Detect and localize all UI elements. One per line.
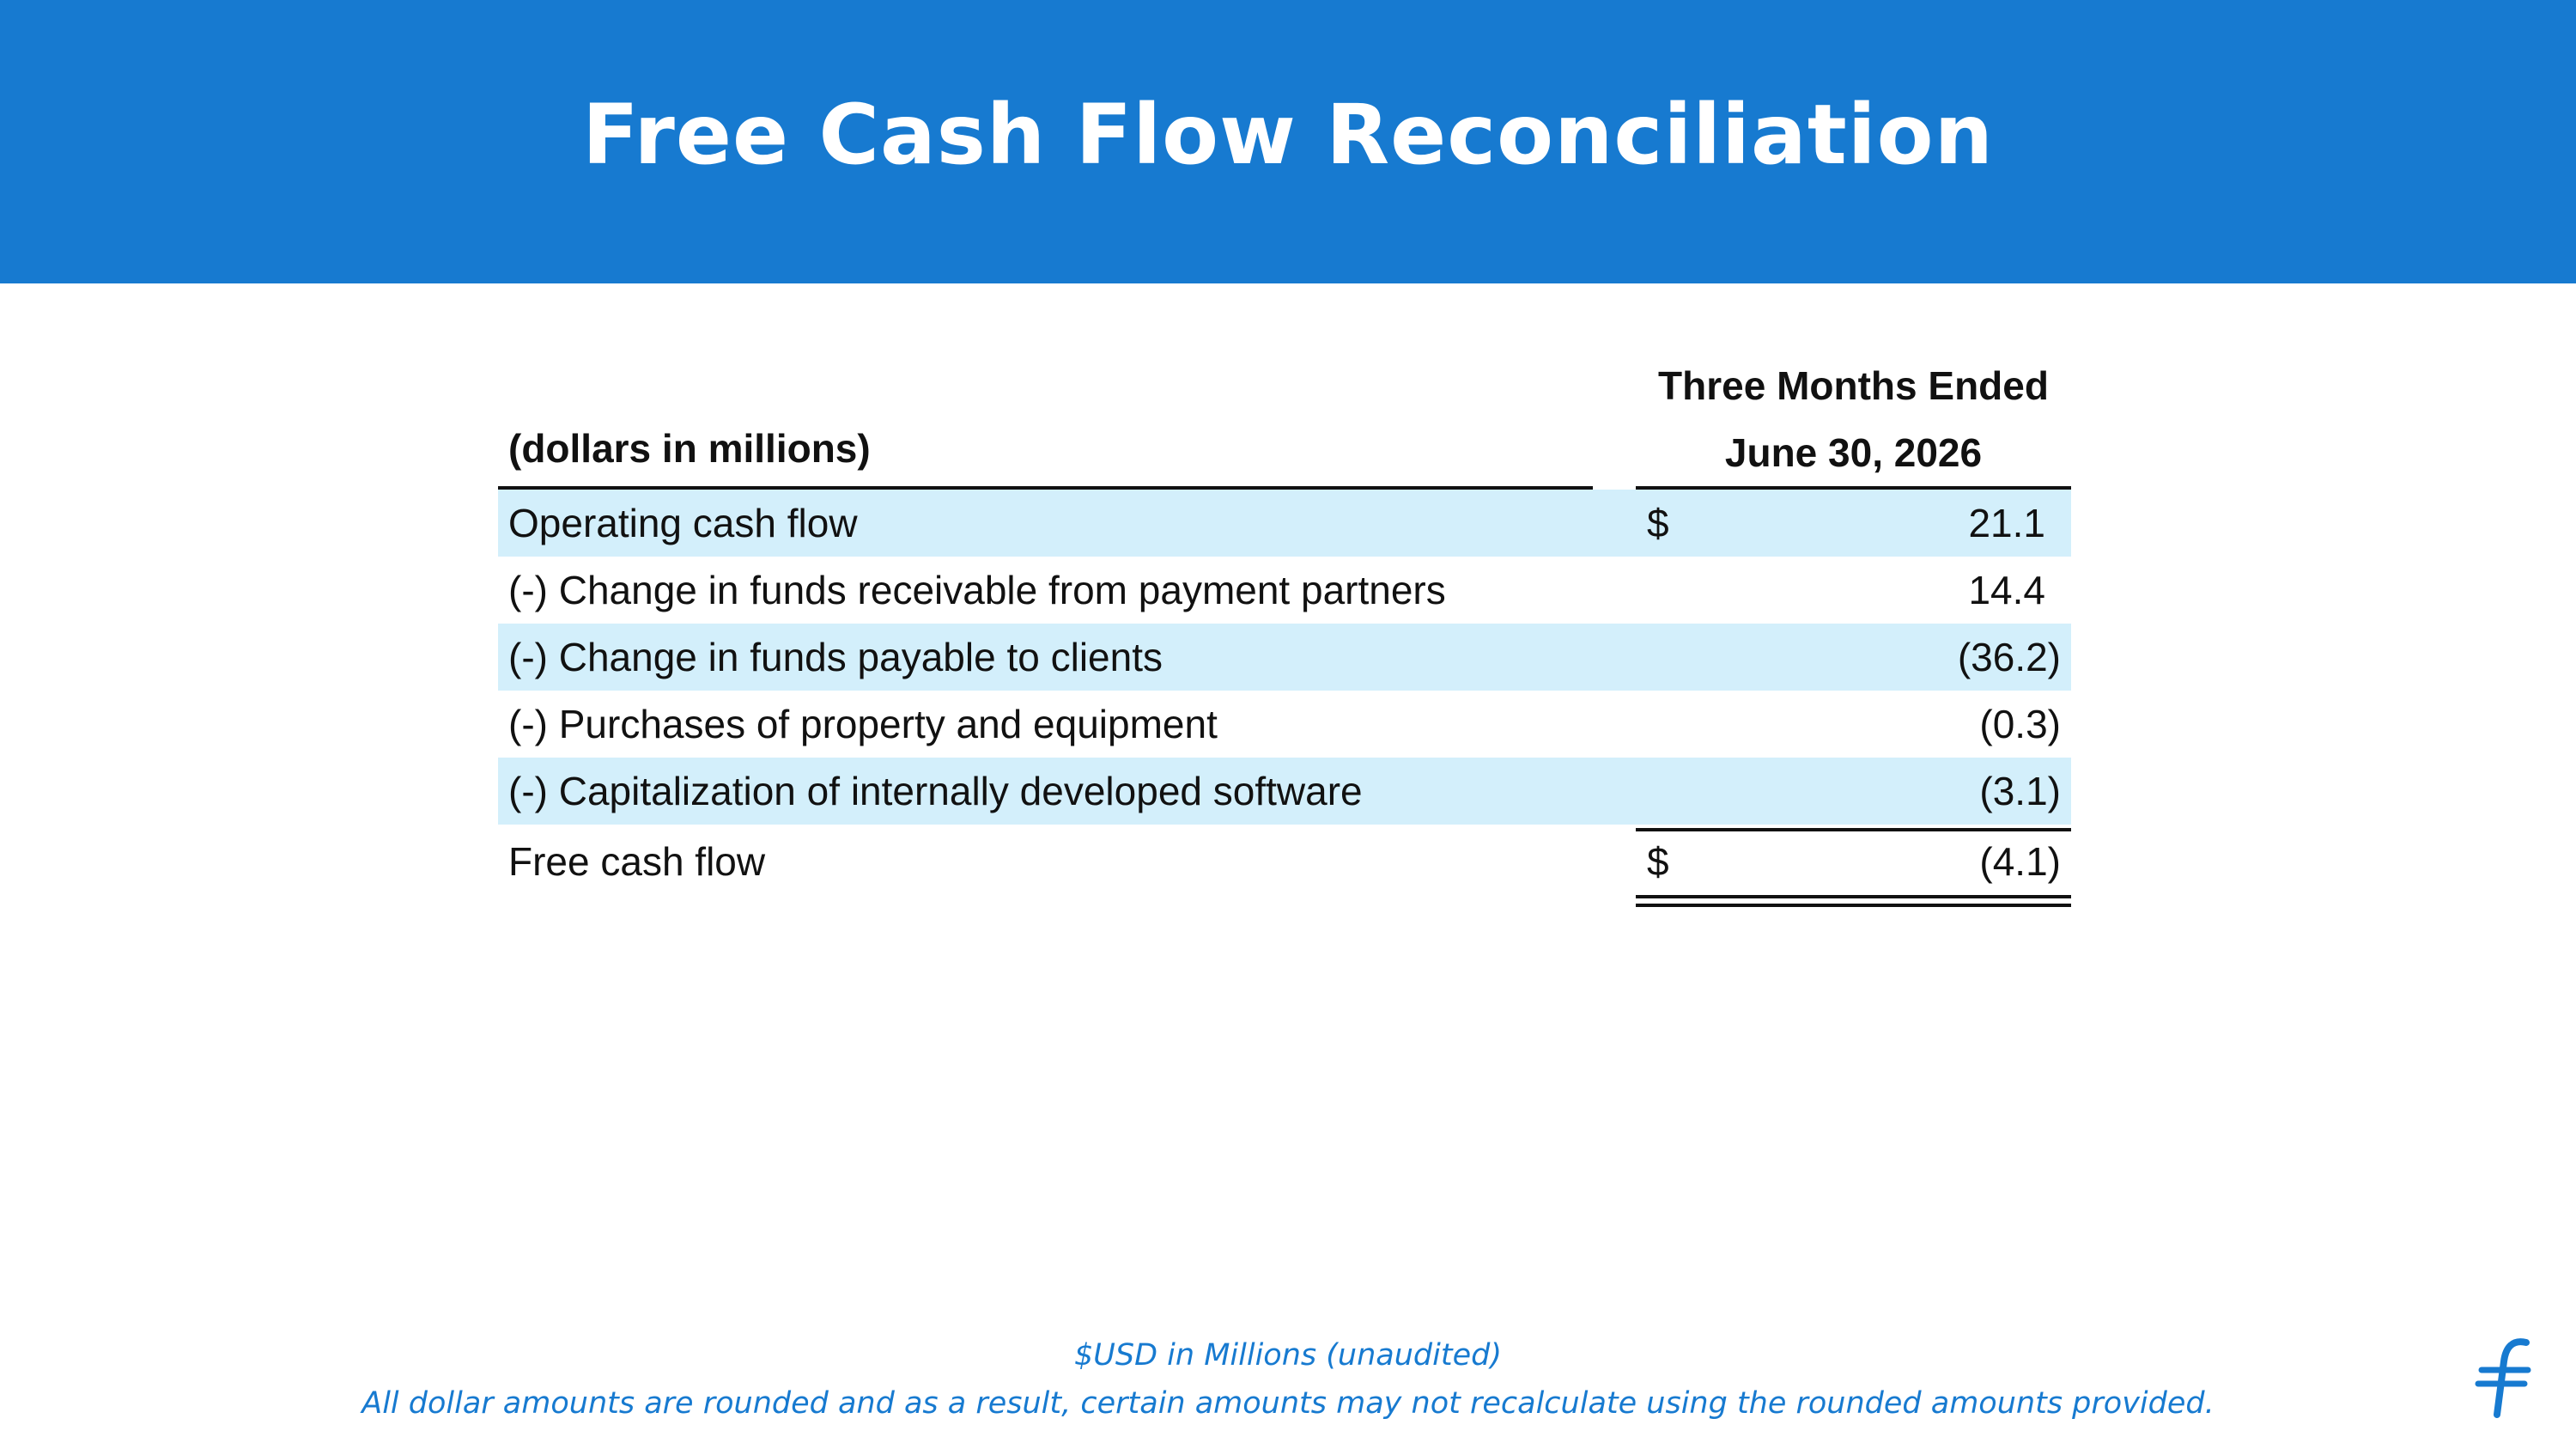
period-column-header: Three Months Ended June 30, 2026 [1636,352,2071,486]
total-rule-top [1636,828,2071,831]
total-row: Free cash flow $ (4.1) [498,825,2071,907]
row-label: (-) Capitalization of internally develop… [508,769,1363,813]
row-value: 14.4 [1968,568,2045,612]
table-body: Operating cash flow $ 21.1 (-) Change in… [498,490,2071,907]
table-row: (-) Change in funds payable to clients (… [498,624,2071,691]
table-header: (dollars in millions) Three Months Ended… [498,352,2071,490]
label-column-header: (dollars in millions) [508,426,871,471]
period-header-line1: Three Months Ended [1658,363,2049,408]
row-label: Operating cash flow [508,501,858,545]
row-label: (-) Purchases of property and equipment [508,702,1218,746]
reconciliation-table: (dollars in millions) Three Months Ended… [498,352,2071,907]
total-value: (4.1) [1979,839,2061,884]
total-label: Free cash flow [508,839,766,884]
row-value: 21.1 [1968,501,2045,545]
row-value: (36.2) [1957,635,2061,679]
flywire-f-logo-icon [2475,1338,2531,1418]
row-currency: $ [1647,501,1669,545]
row-value: (0.3) [1979,702,2061,746]
table-row: (-) Purchases of property and equipment … [498,691,2071,758]
footer-currency-note: $USD in Millions (unaudited) [1074,1338,1502,1373]
footer-rounding-note: All dollar amounts are rounded and as a … [361,1386,2215,1421]
period-header-line2: June 30, 2026 [1724,430,1983,475]
header-banner: Free Cash Flow Reconciliation [0,0,2576,283]
header-rule-label [498,486,1593,490]
table-row: Operating cash flow $ 21.1 [498,490,2071,557]
table-row: (-) Capitalization of internally develop… [498,758,2071,825]
total-currency: $ [1647,839,1669,884]
page-title: Free Cash Flow Reconciliation [582,87,1994,183]
total-double-rule [1636,895,2071,907]
row-label: (-) Change in funds receivable from paym… [508,568,1446,612]
table-row: (-) Change in funds receivable from paym… [498,557,2071,624]
header-rule-value [1636,486,2071,490]
row-label: (-) Change in funds payable to clients [508,635,1163,679]
row-value: (3.1) [1979,769,2061,813]
